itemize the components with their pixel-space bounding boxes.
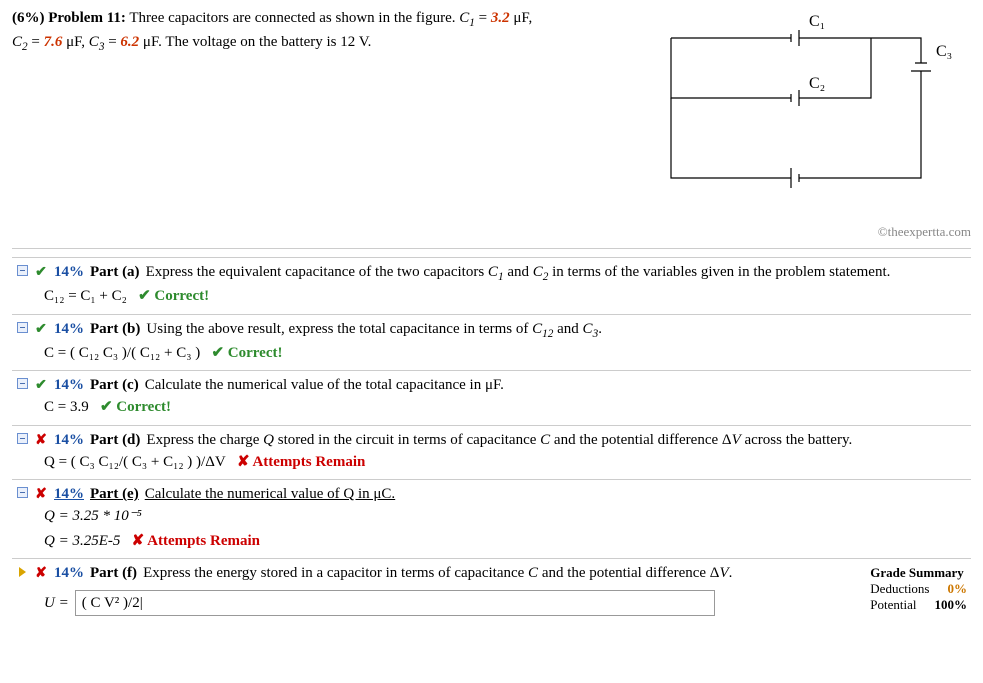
c2-value: 7.6 [44, 34, 63, 50]
credit-text: ©theexpertta.com [591, 224, 971, 240]
cross-icon: ✘ [34, 488, 48, 502]
c1-unit: μF, [510, 10, 533, 26]
part-b-answer: C = ( C₁₂ C₃ )/( C₁₂ + C₃ ) ✔ Correct! [44, 342, 967, 365]
problem-text-1: Three capacitors are connected as shown … [129, 10, 459, 26]
part-b: ✔ 14% Part (b) Using the above result, e… [12, 315, 971, 372]
c1-eq: = [475, 10, 491, 26]
deductions-label: Deductions [870, 581, 929, 597]
part-a-prompt: Express the equivalent capacitance of th… [146, 264, 891, 283]
part-d-prompt: Express the charge Q stored in the circu… [146, 432, 852, 449]
collapse-icon[interactable] [16, 321, 28, 333]
part-f-percent: 14% [54, 565, 84, 582]
grade-summary-title: Grade Summary [870, 565, 967, 581]
c3-unit: μF. The voltage on the battery is 12 V. [139, 34, 371, 50]
collapse-icon[interactable] [16, 487, 28, 499]
part-a-percent: 14% [54, 264, 84, 281]
part-e-letter: Part (e) [90, 486, 139, 503]
c3-eq: = [104, 34, 120, 50]
part-d-letter: Part (d) [90, 432, 140, 449]
part-c-status: ✔ Correct! [100, 399, 171, 415]
part-f-letter: Part (f) [90, 565, 137, 582]
circuit-label-c2: C₂ [809, 75, 825, 92]
part-c-prompt: Calculate the numerical value of the tot… [145, 377, 504, 394]
circuit-figure: C₁ C₂ C₃ ©theexpertta.com [591, 8, 971, 240]
cross-icon: ✘ [34, 433, 48, 447]
part-a-letter: Part (a) [90, 264, 140, 281]
part-e: ✘ 14% Part (e) Calculate the numerical v… [12, 480, 971, 559]
collapse-icon[interactable] [16, 378, 28, 390]
deductions-value: 0% [948, 581, 968, 597]
part-c-answer: C = 3.9 ✔ Correct! [44, 396, 967, 419]
check-icon: ✔ [34, 379, 48, 393]
parts-container: ✔ 14% Part (a) Express the equivalent ca… [12, 257, 971, 622]
part-d-percent: 14% [54, 432, 84, 449]
circuit-label-c3: C₃ [936, 43, 952, 60]
problem-percent: (6%) [12, 10, 45, 26]
part-c-percent: 14% [54, 377, 84, 394]
check-icon: ✔ [34, 266, 48, 280]
c2-unit: μF, [62, 34, 88, 50]
c1-symbol: C [459, 10, 469, 26]
c2-symbol: C [12, 34, 22, 50]
potential-value: 100% [935, 597, 968, 613]
part-a: ✔ 14% Part (a) Express the equivalent ca… [12, 258, 971, 315]
part-f: ✘ 14% Part (f) Express the energy stored… [12, 559, 971, 622]
part-f-prompt: Express the energy stored in a capacitor… [143, 565, 732, 582]
part-a-status: ✔ Correct! [138, 288, 209, 304]
expand-icon[interactable] [16, 566, 28, 578]
part-f-lhs: U = [44, 595, 69, 612]
circuit-label-c1: C₁ [809, 13, 825, 30]
part-c: ✔ 14% Part (c) Calculate the numerical v… [12, 371, 971, 426]
part-e-status: ✘ Attempts Remain [132, 533, 260, 549]
potential-label: Potential [870, 597, 916, 613]
problem-title: Problem 11: [48, 10, 126, 26]
part-d-status: ✘ Attempts Remain [237, 454, 365, 470]
part-b-status: ✔ Correct! [211, 345, 282, 361]
part-b-prompt: Using the above result, express the tota… [146, 321, 602, 340]
c1-value: 3.2 [491, 10, 510, 26]
cross-icon: ✘ [34, 567, 48, 581]
c3-value: 6.2 [120, 34, 139, 50]
part-e-percent: 14% [54, 486, 84, 503]
part-e-answer1: Q = 3.25 * 10⁻⁵ [44, 505, 967, 528]
part-e-answer2: Q = 3.25E-5 ✘ Attempts Remain [44, 530, 967, 553]
problem-header: (6%) Problem 11: Three capacitors are co… [12, 8, 971, 249]
c2-eq: = [28, 34, 44, 50]
collapse-icon[interactable] [16, 265, 28, 277]
problem-statement: (6%) Problem 11: Three capacitors are co… [12, 8, 591, 56]
part-d: ✘ 14% Part (d) Express the charge Q stor… [12, 426, 971, 481]
part-b-letter: Part (b) [90, 321, 140, 338]
grade-summary: Grade Summary Deductions 0% Potential 100% [850, 565, 967, 613]
part-b-percent: 14% [54, 321, 84, 338]
c3-symbol: C [89, 34, 99, 50]
collapse-icon[interactable] [16, 432, 28, 444]
part-f-input-row: U = [44, 590, 850, 616]
part-e-prompt: Calculate the numerical value of Q in μC… [145, 486, 395, 503]
circuit-svg: C₁ C₂ C₃ [591, 8, 971, 218]
part-a-answer: C₁₂ = C₁ + C₂ ✔ Correct! [44, 285, 967, 308]
check-icon: ✔ [34, 322, 48, 336]
part-f-input[interactable] [75, 590, 715, 616]
part-c-letter: Part (c) [90, 377, 139, 394]
part-d-answer: Q = ( C₃ C₁₂/( C₃ + C₁₂ ) )/ΔV ✘ Attempt… [44, 451, 967, 474]
